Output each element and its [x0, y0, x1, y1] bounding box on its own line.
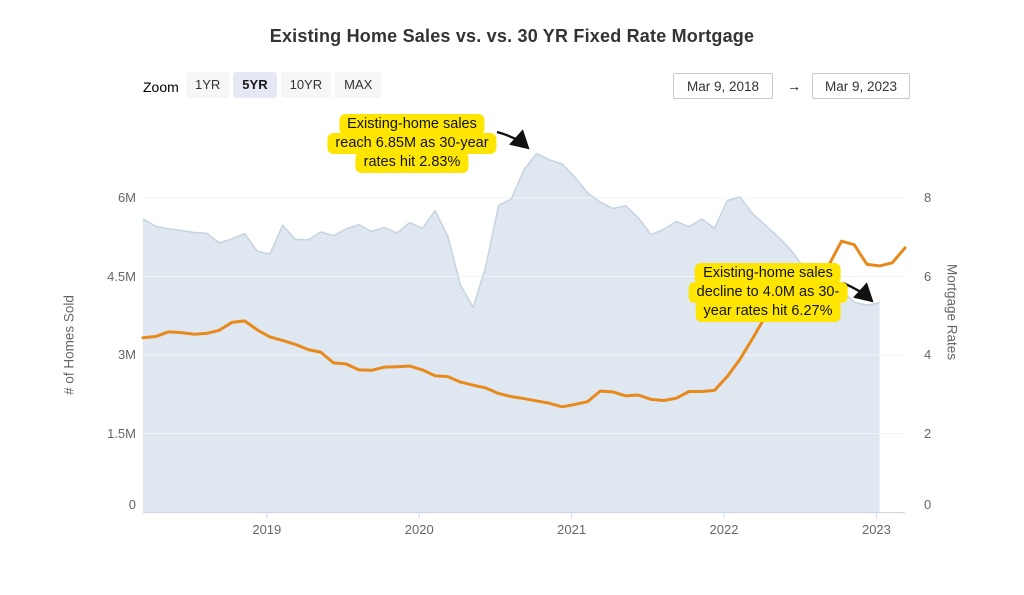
- right-axis-tick-8: 8: [924, 190, 932, 205]
- annotation-line: Existing-home sales: [695, 263, 841, 284]
- chart-title: Existing Home Sales vs. vs. 30 YR Fixed …: [269, 26, 755, 46]
- date-to-input[interactable]: [812, 73, 910, 99]
- zoom-button-5yr[interactable]: 5YR: [233, 72, 277, 98]
- left-axis-tick-6M: 6M: [117, 190, 136, 205]
- zoom-button-1yr[interactable]: 1YR: [186, 72, 230, 98]
- x-axis-label-2019: 2019: [252, 522, 282, 537]
- date-from-input[interactable]: [673, 73, 773, 99]
- date-range-arrow-icon: →: [787, 78, 801, 94]
- annotation-sales-peak: Existing-home sales reach 6.85M as 30-ye…: [327, 114, 497, 173]
- left-axis-tick-3M: 3M: [117, 347, 136, 362]
- left-axis-tick-4.5M: 4.5M: [107, 268, 136, 284]
- right-axis-tick-0: 0: [924, 497, 932, 512]
- right-axis-tick-2: 2: [924, 425, 932, 441]
- home-sales-area-edge: [142, 152, 880, 309]
- home-sales-area: [143, 153, 880, 512]
- x-axis-label-2020: 2020: [404, 522, 434, 537]
- x-axis-label-2022: 2022: [709, 522, 739, 537]
- annotation-line: Existing-home sales: [339, 114, 485, 135]
- annotation-arrow-peak: [496, 129, 530, 150]
- x-axis-label-2021: 2021: [557, 522, 587, 537]
- annotation-line: year rates hit 6.27%: [695, 301, 841, 322]
- annotation-line: reach 6.85M as 30-year: [327, 133, 497, 154]
- x-axis-label-2023: 2023: [861, 522, 891, 537]
- right-axis-tick-4: 4: [924, 347, 932, 362]
- annotation-line: decline to 4.0M as 30-: [688, 282, 848, 303]
- annotation-line: rates hit 2.83%: [355, 152, 469, 173]
- left-axis-tick-1.5M: 1.5M: [107, 425, 136, 441]
- zoom-button-max[interactable]: MAX: [335, 72, 382, 98]
- zoom-range-label: Zoom: [143, 79, 179, 95]
- zoom-range-buttons: 1YR 5YR 10YR MAX: [186, 72, 382, 98]
- left-axis-tick-0: 0: [128, 497, 136, 512]
- zoom-button-10yr[interactable]: 10YR: [280, 72, 332, 98]
- right-axis-tick-6: 6: [924, 268, 932, 284]
- annotation-sales-decline: Existing-home sales decline to 4.0M as 3…: [688, 263, 848, 322]
